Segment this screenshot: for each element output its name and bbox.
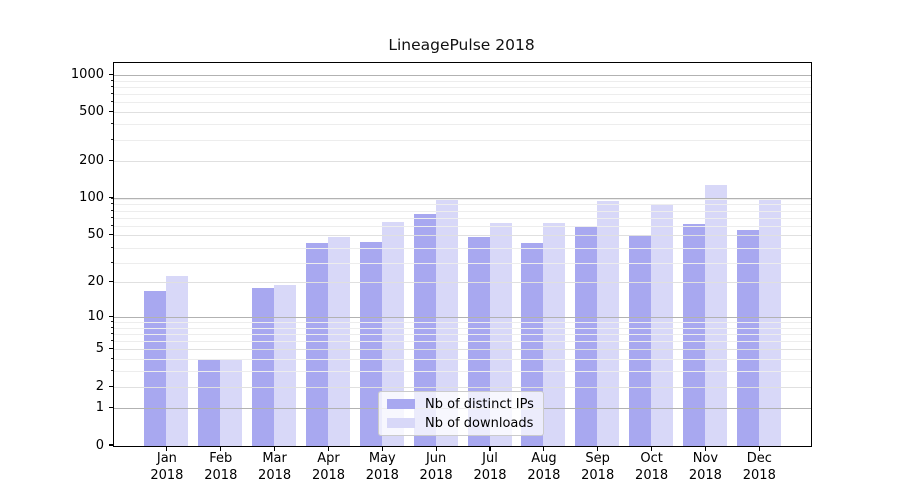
y-tick-label: 1 [95, 400, 104, 416]
bar-distinct-ips [306, 243, 328, 446]
bar-downloads [651, 205, 674, 446]
legend-swatch-downloads-icon [387, 418, 415, 428]
x-tick-label: Aug 2018 [527, 451, 561, 483]
x-tick-label: Apr 2018 [311, 451, 346, 483]
bar-distinct-ips [629, 236, 652, 446]
bar-downloads [220, 359, 243, 446]
y-tick-label: 2 [95, 378, 104, 394]
y-minor-tick-mark [110, 79, 113, 81]
y-tick-label: 10 [87, 308, 104, 324]
y-minor-tick-mark [110, 197, 113, 199]
x-tick-label: Jul 2018 [473, 451, 507, 483]
x-tick-label: Jun 2018 [419, 451, 453, 483]
x-tick-mark [327, 446, 330, 451]
bar-distinct-ips [575, 226, 598, 446]
legend-item-downloads: Nb of downloads [387, 415, 543, 432]
y-minor-tick-mark [110, 101, 113, 103]
y-tick-label: 1000 [70, 66, 104, 82]
legend: Nb of distinct IPs Nb of downloads [378, 391, 544, 436]
y-minor-tick-mark [110, 138, 113, 140]
y-minor-tick-mark [110, 123, 113, 125]
y-minor-tick-mark [110, 246, 113, 248]
y-tick-mark [108, 281, 113, 283]
y-tick-label: 100 [79, 190, 104, 205]
y-tick-label: 500 [79, 104, 104, 120]
x-tick-label: Oct 2018 [635, 451, 669, 483]
y-minor-tick-mark [110, 86, 113, 87]
bar-downloads [543, 222, 566, 446]
bar-downloads [597, 201, 620, 446]
bar-distinct-ips [413, 214, 436, 446]
bar-downloads [166, 275, 189, 446]
y-tick-mark [108, 444, 113, 446]
plot-area: Nb of distinct IPs Nb of downloads [113, 62, 812, 447]
x-tick-label: May 2018 [365, 451, 399, 483]
bar-distinct-ips [736, 230, 759, 446]
y-tick-mark [108, 407, 113, 409]
bar-distinct-ips [682, 223, 705, 446]
y-minor-tick-mark [110, 224, 113, 226]
x-tick-label: Mar 2018 [258, 451, 292, 483]
bar-distinct-ips [144, 291, 167, 446]
y-tick-label: 20 [87, 274, 104, 290]
y-tick-label: 200 [79, 153, 104, 169]
y-minor-tick-mark [110, 333, 113, 334]
bar-downloads [328, 237, 350, 446]
x-tick-mark [220, 446, 222, 451]
chart-title: LineagePulse 2018 [388, 36, 535, 54]
y-minor-tick-mark [110, 93, 113, 95]
y-minor-tick-mark [110, 262, 113, 264]
y-tick-label: 5 [95, 341, 104, 357]
y-minor-tick-mark [110, 216, 113, 218]
y-tick-mark [108, 348, 113, 350]
y-tick-mark [108, 111, 113, 113]
x-tick-label: Jan 2018 [150, 451, 184, 483]
y-tick-mark [108, 196, 113, 199]
y-minor-tick-mark [110, 326, 113, 328]
y-minor-tick-mark [110, 203, 113, 205]
x-tick-mark [166, 446, 168, 451]
legend-item-distinct-ips: Nb of distinct IPs [387, 396, 543, 413]
x-tick-mark [704, 446, 706, 451]
bar-distinct-ips [198, 359, 221, 446]
bar-downloads [758, 199, 781, 446]
y-minor-tick-mark [110, 321, 113, 322]
x-tick-label: Feb 2018 [204, 451, 238, 483]
x-tick-mark [274, 446, 276, 451]
y-minor-tick-mark [110, 358, 113, 360]
x-tick-label: Nov 2018 [688, 451, 722, 483]
y-tick-label: 50 [87, 226, 104, 242]
y-tick-mark [108, 233, 113, 235]
bar-downloads [704, 185, 727, 446]
x-tick-mark [489, 446, 491, 451]
legend-label-distinct-ips: Nb of distinct IPs [425, 396, 534, 412]
y-minor-tick-mark [110, 370, 113, 372]
x-tick-mark [758, 446, 760, 451]
bars-layer [114, 63, 811, 446]
y-minor-tick-mark [110, 340, 113, 342]
y-tick-mark [108, 73, 113, 75]
x-tick-mark [597, 446, 599, 451]
x-tick-label: Sep 2018 [581, 451, 615, 483]
legend-label-downloads: Nb of downloads [425, 415, 534, 431]
legend-swatch-distinct-ips-icon [387, 399, 415, 409]
y-tick-mark [108, 160, 113, 162]
y-tick-mark [108, 385, 113, 387]
bar-downloads [274, 285, 297, 446]
y-tick-mark [108, 315, 113, 317]
x-tick-mark [543, 446, 545, 451]
x-tick-label: Dec 2018 [742, 451, 776, 483]
bar-distinct-ips [359, 241, 382, 446]
x-tick-mark [381, 446, 383, 451]
bar-distinct-ips [252, 288, 275, 446]
y-tick-label: 0 [95, 437, 104, 453]
y-minor-tick-mark [110, 209, 113, 211]
x-tick-mark [435, 446, 437, 451]
x-tick-mark [651, 446, 653, 451]
